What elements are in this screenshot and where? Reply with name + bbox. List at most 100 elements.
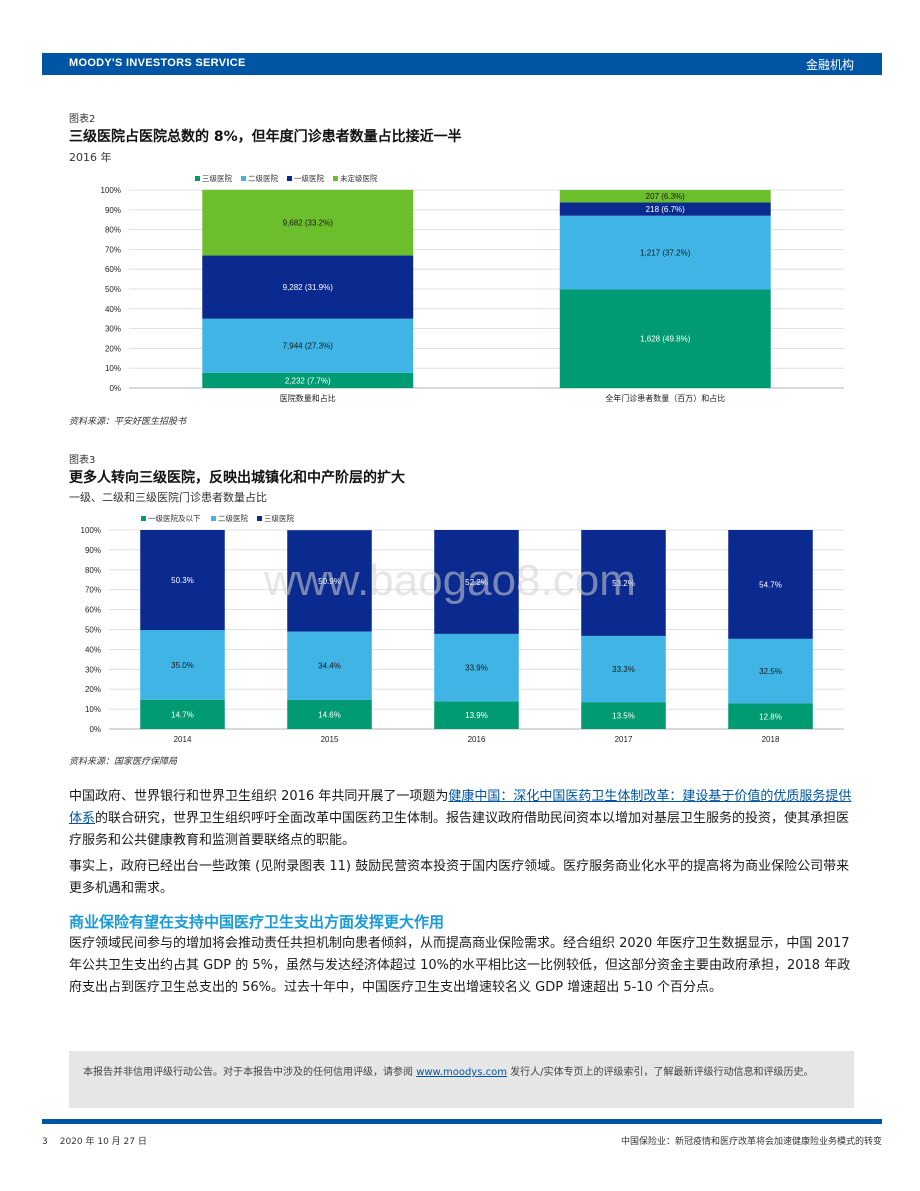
paragraph-1: 中国政府、世界银行和世界卫生组织 2016 年共同开展了一项题为健康中国：深化中… bbox=[69, 786, 859, 852]
y-tick-label: 20% bbox=[105, 344, 121, 353]
legend-label: 三级医院 bbox=[264, 513, 294, 523]
data-label: 33.9% bbox=[465, 664, 488, 673]
figure2-chart: 0% 10% 20% 30% 40% 50% 60% 70% 80% 90% 100% 三级医院 二级医… bbox=[69, 168, 852, 408]
bar-segment bbox=[434, 633, 519, 702]
y-tick-label: 70% bbox=[85, 586, 101, 595]
x-tick-label: 2015 bbox=[321, 735, 339, 744]
y-tick-label: 90% bbox=[105, 206, 121, 215]
watermark: www.baogao8.com bbox=[263, 556, 636, 605]
data-label: 9,682 (33.2%) bbox=[283, 219, 334, 228]
data-label: 13.5% bbox=[612, 712, 635, 721]
bar-segment bbox=[140, 699, 225, 729]
bar-segment bbox=[202, 189, 414, 256]
y-tick-label: 50% bbox=[85, 626, 101, 635]
data-label: 9,282 (31.9%) bbox=[283, 283, 334, 292]
paragraph-2: 事实上，政府已经出台一些政策 (见附录图表 11) 鼓励民营资本投资于国内医疗领… bbox=[69, 859, 850, 896]
figure2-title: 三级医院占医院总数的 8%，但年度门诊患者数量占比接近一半 bbox=[69, 129, 462, 145]
legend-swatch bbox=[141, 516, 146, 521]
report-link[interactable]: 健康中国：深化中国医药卫生体制改革：建设基于价值的优质服务提供体系 bbox=[69, 789, 852, 826]
figure3-source: 资料来源：国家医疗保障局 bbox=[69, 757, 178, 767]
data-label: 207 (6.3%) bbox=[646, 192, 685, 201]
bar-segment bbox=[434, 530, 519, 634]
y-tick-label: 20% bbox=[85, 685, 101, 694]
y-tick-label: 50% bbox=[105, 285, 121, 294]
y-tick-label: 60% bbox=[85, 606, 101, 615]
bar-segment bbox=[581, 702, 666, 729]
x-tick-label: 2017 bbox=[615, 735, 633, 744]
data-label: 33.3% bbox=[612, 665, 635, 674]
figure3-chart-svg: 0% 10% 20% 30% 40% 50% 60% 70% 80% 90% 100% 一级医院及以下… bbox=[81, 513, 844, 744]
figure3-chart: 0% 10% 20% 30% 40% 50% 60% 70% 80% 90% 100% 一级医院及以下… bbox=[69, 508, 852, 748]
paragraph-3: 医疗领域民间参与的增加将会推动责任共担机制向患者倾斜，从而提高商业保险需求。经合… bbox=[69, 936, 851, 995]
data-label: 53.2% bbox=[612, 579, 635, 588]
section-heading: 商业保险有望在支持中国医疗卫生支出方面发挥更大作用 bbox=[69, 913, 445, 931]
figure3-label: 图表3 bbox=[69, 455, 96, 466]
bar-segment bbox=[202, 255, 414, 319]
legend-swatch bbox=[195, 176, 200, 181]
bar-segment bbox=[202, 318, 414, 373]
bar-segment bbox=[559, 190, 771, 203]
data-label: 7,944 (27.3%) bbox=[283, 342, 334, 351]
header-bar: MOODY'S INVESTORS SERVICE 金融机构 bbox=[42, 53, 882, 75]
x-tick-label: 全年门诊患者数量（百万）和占比 bbox=[605, 393, 725, 403]
data-label: 35.0% bbox=[171, 661, 194, 670]
x-tick-label: 2016 bbox=[468, 735, 486, 744]
bar-segment bbox=[581, 530, 666, 636]
bar-segment bbox=[202, 372, 414, 388]
disclaimer-box: 本报告并非信用评级行动公告。对于本报告中涉及的任何信用评级，请参阅 www.mo… bbox=[69, 1051, 854, 1108]
section-name: 金融机构 bbox=[805, 58, 854, 72]
y-tick-label: 80% bbox=[105, 226, 121, 235]
legend-label: 一级医院及以下 bbox=[148, 513, 201, 523]
figure2-subtitle: 2016 年 bbox=[69, 151, 112, 164]
moodys-link[interactable]: www.moodys.com bbox=[416, 1067, 507, 1078]
y-tick-label: 10% bbox=[105, 364, 121, 373]
y-tick-label: 100% bbox=[81, 526, 101, 535]
y-tick-label: 10% bbox=[85, 705, 101, 714]
bar-segment bbox=[559, 202, 771, 216]
legend-label: 未定级医院 bbox=[340, 173, 378, 183]
y-tick-label: 100% bbox=[101, 186, 121, 195]
bar-segment bbox=[140, 530, 225, 631]
figure2-label: 图表2 bbox=[69, 114, 96, 125]
legend-label: 二级医院 bbox=[248, 173, 278, 183]
bar-segment bbox=[728, 638, 813, 704]
legend-label: 一级医院 bbox=[294, 173, 324, 183]
legend-swatch bbox=[211, 516, 216, 521]
bar-segment bbox=[559, 215, 771, 290]
data-label: 34.4% bbox=[318, 662, 341, 671]
figure2-source: 资料来源：平安好医生招股书 bbox=[69, 417, 187, 427]
paragraph-1-text-end: 的联合研究，世界卫生组织呼吁全面改革中国医药卫生体制。报告建议政府借助民间资本以… bbox=[69, 811, 850, 848]
data-label: 50.3% bbox=[171, 576, 194, 585]
legend-swatch bbox=[287, 176, 292, 181]
disclaimer-text-end: 发行人/实体专页上的评级索引，了解最新评级行动信息和评级历史。 bbox=[506, 1067, 814, 1078]
y-tick-label: 0% bbox=[89, 725, 101, 734]
footer-left: 3 2020 年 10 月 27 日 bbox=[42, 1134, 147, 1147]
data-label: 50.9% bbox=[318, 577, 341, 586]
bar-segment bbox=[559, 289, 771, 388]
y-tick-label: 90% bbox=[85, 546, 101, 555]
bar-segment bbox=[434, 701, 519, 729]
y-tick-label: 40% bbox=[85, 645, 101, 654]
bar-segment bbox=[287, 530, 372, 632]
data-label: 14.6% bbox=[318, 710, 341, 719]
legend-swatch bbox=[241, 176, 246, 181]
disclaimer-text-start: 本报告并非信用评级行动公告。对于本报告中涉及的任何信用评级，请参阅 bbox=[83, 1067, 417, 1078]
data-label: 218 (6.7%) bbox=[646, 205, 685, 214]
footer-date: 2020 年 10 月 27 日 bbox=[59, 1137, 147, 1147]
footer-bar bbox=[42, 1119, 882, 1124]
bar-segment bbox=[140, 630, 225, 700]
footer-title: 中国保险业：新冠疫情和医疗改革将会加速健康险业务模式的转变 bbox=[620, 1137, 882, 1147]
y-tick-label: 30% bbox=[105, 325, 121, 334]
x-tick-label: 医院数量和占比 bbox=[280, 393, 336, 403]
y-tick-label: 80% bbox=[85, 566, 101, 575]
y-tick-label: 70% bbox=[105, 245, 121, 254]
y-tick-label: 30% bbox=[85, 665, 101, 674]
x-tick-label: 2014 bbox=[174, 735, 192, 744]
paragraph-1-text-start: 中国政府、世界银行和世界卫生组织 2016 年共同开展了一项题为 bbox=[69, 789, 449, 804]
legend-label: 三级医院 bbox=[202, 173, 232, 183]
data-label: 2,232 (7.7%) bbox=[285, 376, 331, 385]
legend-label: 二级医院 bbox=[218, 513, 248, 523]
bar-segment bbox=[728, 703, 813, 729]
bar-segment bbox=[287, 699, 372, 729]
data-label: 12.8% bbox=[759, 712, 782, 721]
